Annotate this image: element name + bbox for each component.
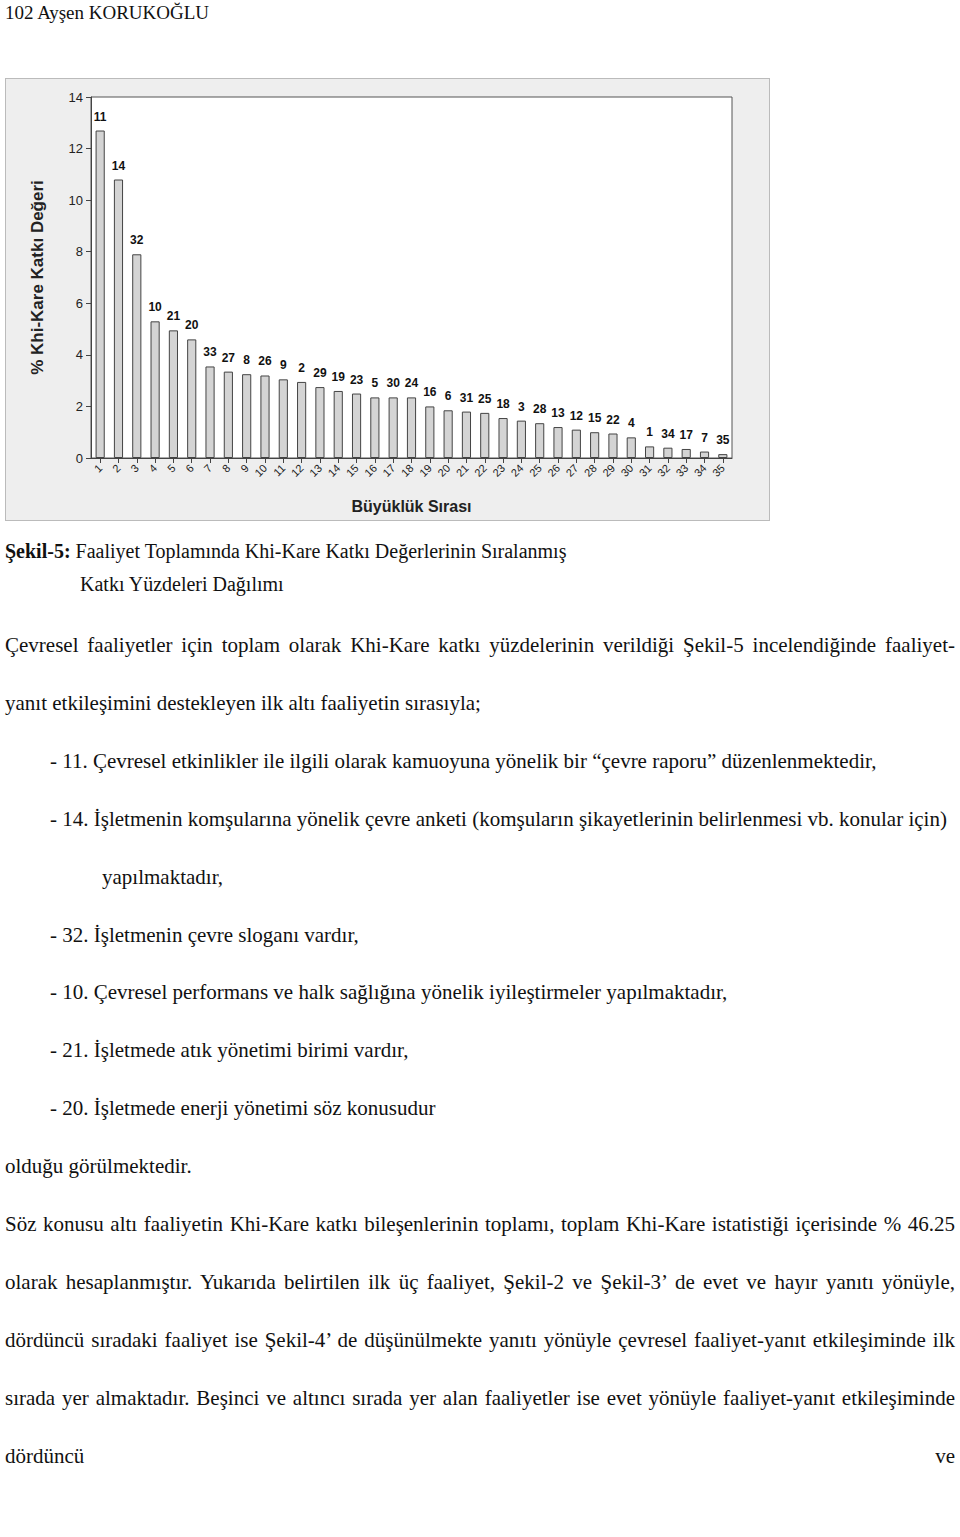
svg-text:16: 16	[362, 462, 379, 479]
svg-text:14: 14	[69, 90, 83, 105]
svg-text:10: 10	[69, 193, 83, 208]
svg-text:2: 2	[298, 361, 305, 375]
svg-text:6: 6	[183, 462, 196, 475]
svg-text:14: 14	[112, 159, 126, 173]
svg-text:11: 11	[271, 462, 288, 479]
svg-text:3: 3	[518, 400, 525, 414]
svg-text:25: 25	[478, 392, 492, 406]
svg-text:Büyüklük Sırası: Büyüklük Sırası	[351, 498, 471, 515]
svg-text:7: 7	[701, 431, 708, 445]
svg-text:8: 8	[76, 244, 83, 259]
svg-text:% Khi-Kare Katkı Değeri: % Khi-Kare Katkı Değeri	[28, 180, 47, 375]
svg-text:1: 1	[646, 425, 653, 439]
svg-text:4: 4	[76, 347, 83, 362]
svg-text:0: 0	[76, 451, 83, 466]
svg-text:1: 1	[92, 462, 105, 475]
svg-text:2: 2	[76, 399, 83, 414]
svg-text:28: 28	[582, 462, 599, 479]
svg-text:17: 17	[680, 428, 694, 442]
svg-text:21: 21	[167, 309, 181, 323]
svg-text:5: 5	[165, 462, 178, 475]
svg-text:27: 27	[563, 462, 580, 479]
html-text:Şekil-5: Faaliyet Toplamında K: Şekil-5: Faaliyet Toplamında Khi-Kare Ka…	[5, 540, 567, 562]
svg-text:17: 17	[380, 462, 397, 479]
svg-text:2: 2	[110, 462, 123, 475]
svg-text:27: 27	[222, 351, 236, 365]
html-text:olduğu görülmektedir.: olduğu görülmektedir.	[5, 1154, 192, 1179]
html-text:- 21. İşletmede atık yönetimi: - 21. İşletmede atık yönetimi birimi var…	[50, 1038, 409, 1063]
svg-text:30: 30	[618, 462, 635, 479]
svg-text:23: 23	[490, 462, 507, 479]
svg-text:10: 10	[148, 300, 162, 314]
svg-text:31: 31	[460, 391, 474, 405]
svg-text:19: 19	[332, 370, 346, 384]
svg-text:24: 24	[509, 462, 526, 479]
svg-text:22: 22	[606, 413, 620, 427]
svg-text:18: 18	[496, 397, 510, 411]
svg-text:9: 9	[238, 462, 251, 475]
html-text:- 11. Çevresel etkinlikler ile: - 11. Çevresel etkinlikler ile ilgili ol…	[50, 748, 877, 773]
svg-text:16: 16	[423, 385, 437, 399]
svg-text:24: 24	[405, 376, 419, 390]
svg-text:11: 11	[94, 110, 107, 124]
html-text:- 32. İşletmenin çevre sloganı: - 32. İşletmenin çevre sloganı vardır,	[50, 922, 359, 947]
svg-text:15: 15	[588, 411, 602, 425]
svg-text:10: 10	[252, 462, 269, 479]
svg-text:7: 7	[201, 462, 214, 475]
svg-text:20: 20	[435, 462, 452, 479]
svg-text:34: 34	[661, 427, 675, 441]
svg-text:26: 26	[258, 354, 272, 368]
svg-text:8: 8	[243, 353, 250, 367]
svg-text:3: 3	[128, 462, 141, 475]
svg-text:12: 12	[69, 141, 83, 156]
html-text:102 Ayşen KORUKOĞLU: 102 Ayşen KORUKOĞLU	[5, 2, 210, 23]
svg-text:29: 29	[600, 462, 617, 479]
svg-text:33: 33	[203, 345, 217, 359]
html-text:- 10. Çevresel performans ve h: - 10. Çevresel performans ve halk sağlığ…	[50, 980, 728, 1005]
svg-text:12: 12	[289, 462, 306, 479]
svg-text:6: 6	[76, 296, 83, 311]
svg-text:30: 30	[387, 376, 401, 390]
svg-text:33: 33	[673, 462, 690, 479]
svg-text:5: 5	[372, 376, 379, 390]
svg-text:6: 6	[445, 389, 452, 403]
svg-text:32: 32	[130, 233, 144, 247]
svg-text:32: 32	[655, 462, 672, 479]
svg-text:20: 20	[185, 318, 199, 332]
svg-text:19: 19	[417, 462, 434, 479]
svg-text:4: 4	[147, 462, 160, 475]
html-text:- 20. İşletmede enerji yönetim: - 20. İşletmede enerji yönetimi söz konu…	[50, 1096, 436, 1121]
svg-text:31: 31	[637, 462, 654, 479]
html-text:Söz konusu altı faaliyetin Khi: Söz konusu altı faaliyetin Khi-Kare katk…	[5, 1212, 955, 1468]
svg-text:12: 12	[570, 409, 584, 423]
svg-text:35: 35	[716, 433, 730, 447]
html-text:Çevresel faaliyetler için topl: Çevresel faaliyetler için toplam olarak …	[5, 633, 955, 715]
svg-text:26: 26	[545, 462, 562, 479]
svg-text:8: 8	[220, 462, 233, 475]
svg-text:21: 21	[454, 462, 471, 479]
html-text:Katkı Yüzdeleri Dağılımı: Katkı Yüzdeleri Dağılımı	[80, 573, 284, 595]
svg-text:22: 22	[472, 462, 489, 479]
svg-text:15: 15	[344, 462, 361, 479]
svg-text:13: 13	[551, 406, 565, 420]
svg-text:23: 23	[350, 373, 364, 387]
svg-text:9: 9	[280, 358, 287, 372]
svg-text:35: 35	[710, 462, 727, 479]
svg-text:13: 13	[307, 462, 324, 479]
svg-text:34: 34	[692, 462, 709, 479]
svg-text:4: 4	[628, 416, 635, 430]
svg-text:14: 14	[325, 462, 342, 479]
svg-text:29: 29	[313, 366, 327, 380]
svg-text:28: 28	[533, 402, 547, 416]
svg-text:25: 25	[527, 462, 544, 479]
svg-text:18: 18	[399, 462, 416, 479]
html-text:- 14. İşletmenin komşularına y: - 14. İşletmenin komşularına yönelik çev…	[50, 806, 947, 889]
